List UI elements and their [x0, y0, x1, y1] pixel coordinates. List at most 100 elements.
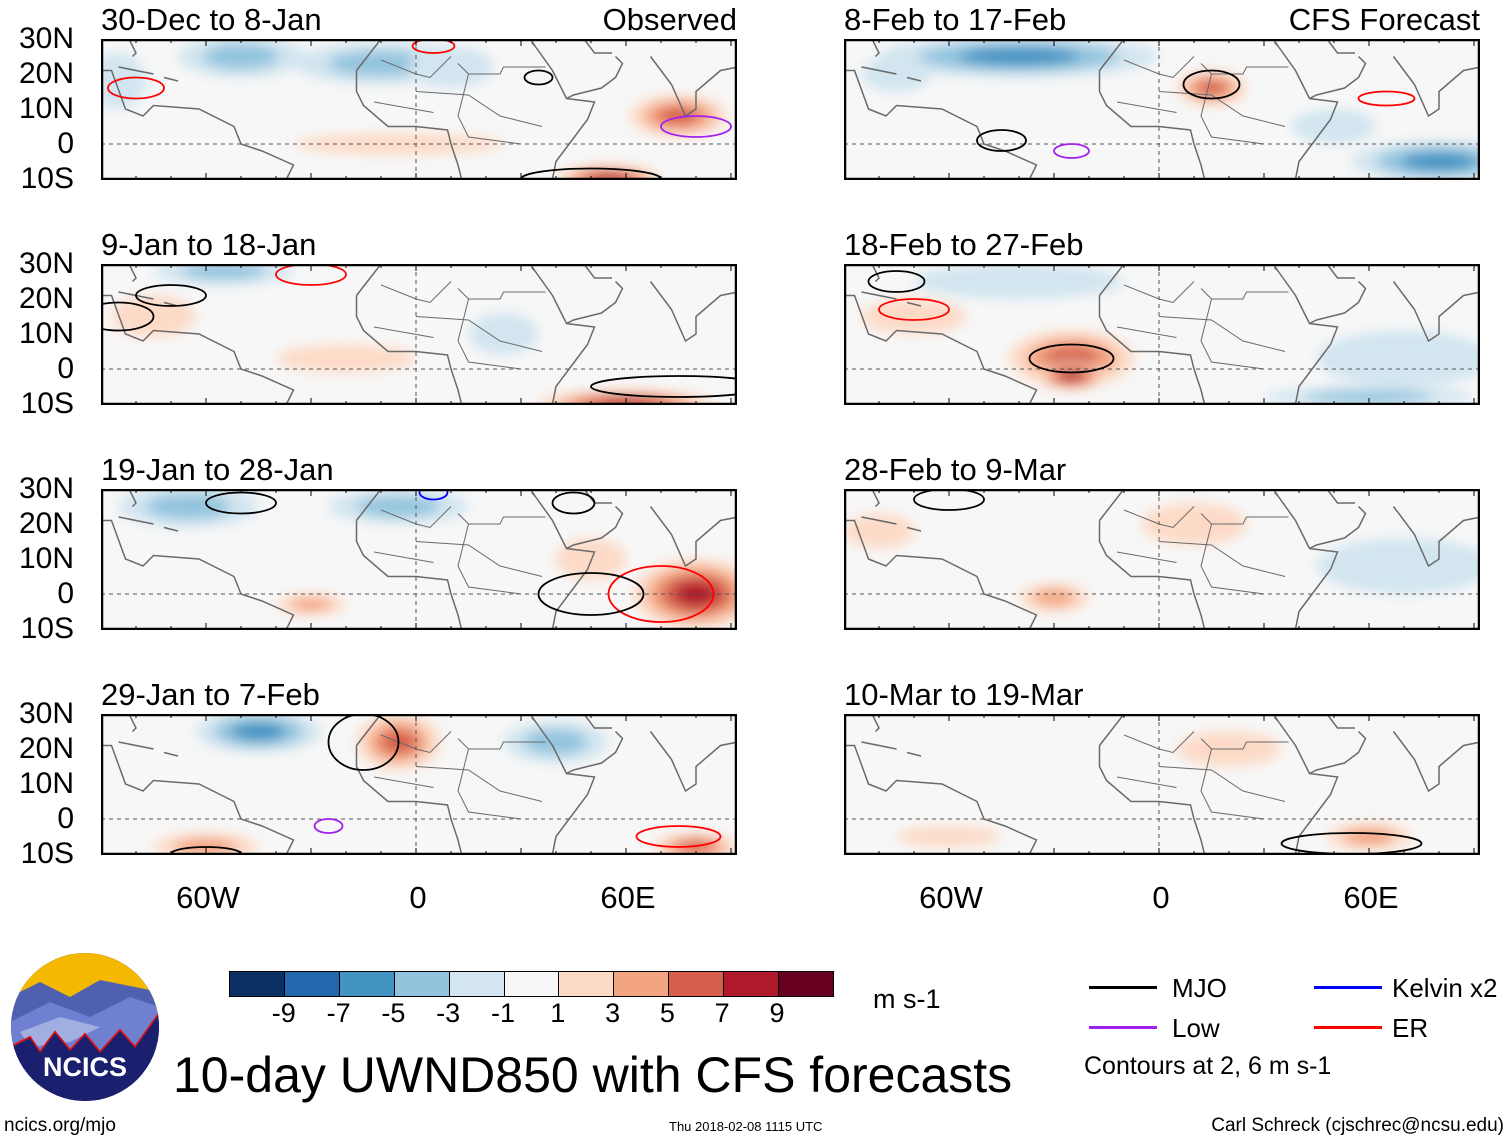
coastline [844, 39, 880, 58]
wave-contour [1028, 343, 1115, 374]
coastline [566, 280, 624, 325]
wave-contour [551, 491, 596, 515]
lon-label: 0 [409, 880, 427, 915]
coastline [355, 264, 382, 296]
country-border [380, 506, 452, 529]
lat-label: 30N [18, 697, 74, 730]
coastline [566, 505, 624, 550]
coastline [163, 526, 179, 532]
coastline [583, 714, 612, 729]
lat-label: 30N [18, 247, 74, 280]
country-border [1123, 281, 1195, 304]
panel-title: 29-Jan to 7-Feb [101, 677, 320, 712]
coastline [844, 519, 1038, 630]
panel-title: 28-Feb to 9-Mar [844, 452, 1067, 487]
anomaly-shading [1141, 503, 1247, 545]
anomaly-shading [1292, 109, 1376, 144]
anomaly-shading [276, 344, 416, 373]
country-border [1123, 56, 1195, 79]
anomaly-shading [181, 264, 266, 280]
coastline [906, 526, 922, 532]
country-border [1200, 738, 1289, 750]
wave-contour [418, 489, 449, 501]
colorbar-swatch [723, 972, 779, 996]
coastline [566, 55, 624, 100]
anomaly-shading [1033, 589, 1075, 606]
colorbar-tick-label: -9 [271, 998, 296, 1028]
lat-label: 20N [18, 507, 74, 540]
wave-contour [607, 565, 715, 623]
colorbar-tick-label: 5 [659, 998, 675, 1028]
footer-url: ncics.org/mjo [4, 1115, 116, 1136]
wave-contour [878, 298, 950, 321]
coastline [1392, 506, 1480, 568]
country-border [1123, 506, 1195, 529]
colorbar-swatch [503, 972, 559, 996]
coastline [1273, 716, 1279, 722]
coastline [1392, 731, 1480, 793]
panel-frame [101, 714, 737, 855]
panel-frame [844, 489, 1480, 630]
wave-contour [976, 129, 1027, 152]
anomaly-shading [328, 50, 434, 77]
anomaly-shading [959, 47, 1079, 66]
map-panel [101, 264, 737, 405]
coastline [118, 66, 154, 75]
country-border [415, 91, 543, 127]
country-border [1200, 748, 1265, 820]
lat-label: 10S [20, 162, 74, 195]
panel-title: 30-Dec to 8-Jan [101, 2, 322, 37]
coastline [906, 751, 922, 757]
country-border [415, 541, 543, 577]
coastline [163, 751, 179, 757]
coastline [844, 714, 880, 733]
coastline [1326, 39, 1355, 54]
anomaly-shading [861, 299, 967, 334]
map-panel [101, 39, 737, 180]
anomaly-shading [896, 826, 1002, 847]
coastline [844, 489, 880, 508]
map-panel [101, 489, 737, 630]
coastline [530, 41, 536, 47]
lon-label: 60E [1343, 880, 1399, 915]
country-border [457, 73, 522, 145]
wave-contour [523, 69, 554, 86]
anomaly-shading [468, 313, 539, 355]
coastline [355, 745, 463, 855]
country-border [1158, 541, 1286, 577]
colorbar-tick-label: -5 [381, 998, 406, 1028]
country-border [1158, 766, 1286, 802]
country-border [457, 298, 522, 370]
colorbar-tick-label: 1 [550, 998, 566, 1028]
coastline [1309, 280, 1367, 325]
anomaly-shading [1059, 371, 1084, 381]
legend-low: Low [1172, 1013, 1220, 1043]
coastline [1392, 281, 1480, 343]
country-border [1158, 316, 1286, 352]
map-panel [101, 714, 737, 855]
coastline [844, 264, 880, 283]
colorbar-tick-label: -1 [490, 998, 515, 1028]
coastline [649, 506, 737, 568]
coastline [1326, 264, 1355, 279]
panel-frame [844, 264, 1480, 405]
coastline [118, 516, 154, 525]
coastline [1098, 39, 1125, 71]
footer-timestamp: Thu 2018-02-08 1115 UTC [669, 1119, 823, 1134]
coastline [1326, 714, 1355, 729]
anomaly-shading [356, 496, 441, 517]
logo-text: NCICS [43, 1052, 127, 1082]
coastline [844, 69, 1038, 180]
colorbar-tick-label: 3 [605, 998, 621, 1028]
lat-label: 10S [20, 612, 74, 645]
coastline [355, 39, 382, 71]
wave-contour [1357, 90, 1416, 107]
coastline [101, 714, 137, 733]
country-border [415, 316, 543, 352]
panel-label: CFS Forecast [1288, 2, 1480, 37]
footer-credit: Carl Schreck (cjschrec@ncsu.edu) [1211, 1115, 1504, 1136]
country-border [1200, 523, 1265, 595]
coastline [844, 294, 1038, 405]
colorbar-swatch [230, 972, 284, 996]
panel-frame [101, 264, 737, 405]
